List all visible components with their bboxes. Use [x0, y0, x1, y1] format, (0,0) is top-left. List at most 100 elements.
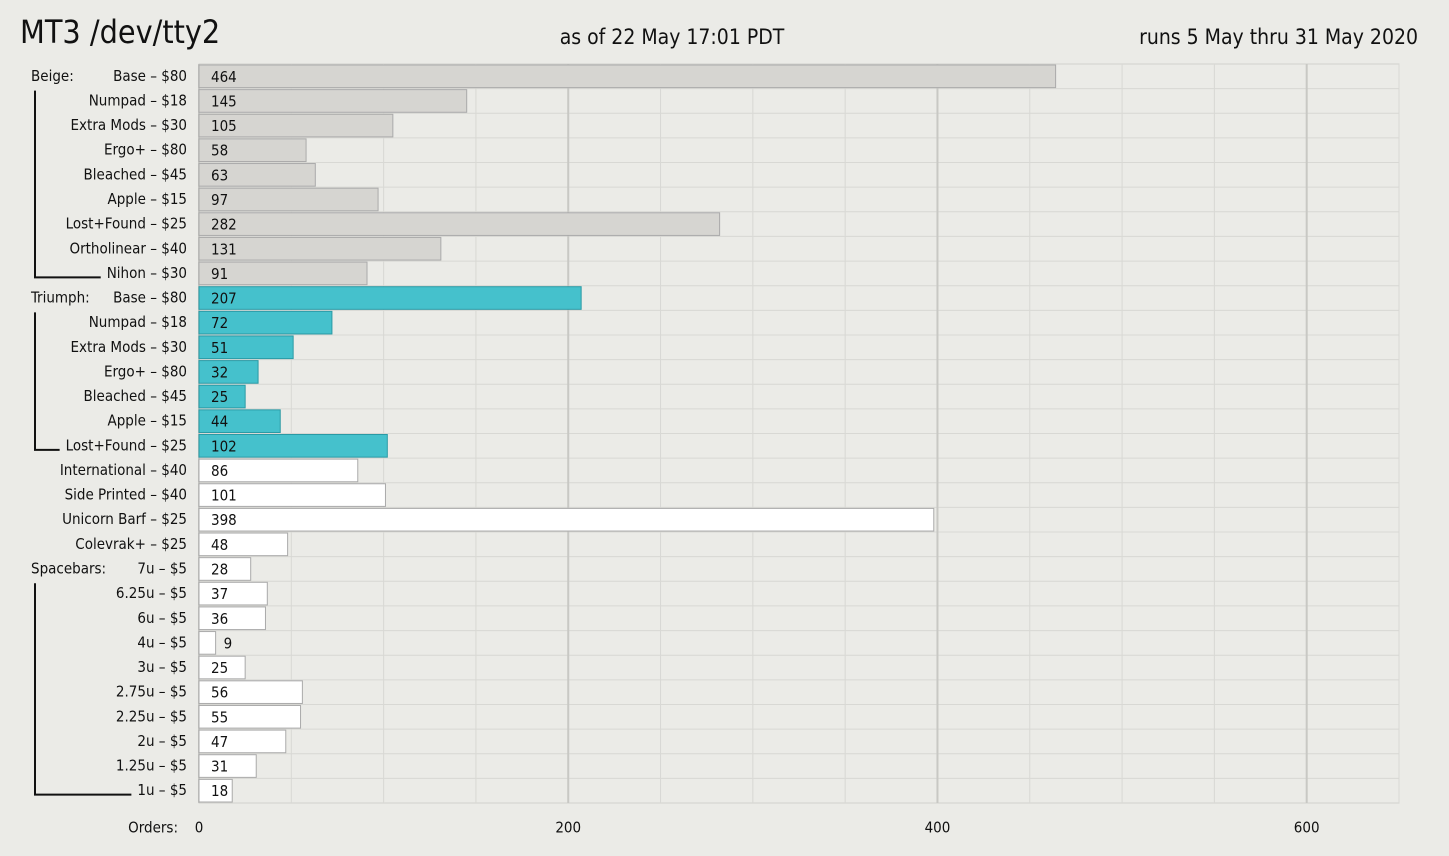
y-tick-label: Extra Mods – $30: [71, 338, 187, 356]
value-label: 105: [211, 117, 237, 135]
y-tick-label: Extra Mods – $30: [71, 116, 187, 134]
bar: [198, 680, 303, 704]
y-tick-label: Ortholinear – $40: [69, 239, 187, 257]
group-bracket: [34, 583, 132, 796]
y-tick-label: Colevrak+ – $25: [75, 535, 187, 553]
bar: [198, 89, 468, 113]
y-tick-label: 2.75u – $5: [116, 683, 187, 701]
x-tick-label: 200: [555, 819, 581, 837]
value-label: 28: [211, 560, 228, 578]
bar: [198, 384, 246, 409]
group-label: Beige:: [31, 67, 74, 85]
bar: [198, 64, 1057, 89]
annotation: runs 5 May thru 31 May 2020: [1139, 25, 1418, 49]
value-label: 86: [211, 462, 228, 480]
y-tick-label: Numpad – $18: [89, 91, 187, 109]
bar: [198, 236, 442, 261]
bar: [198, 138, 307, 163]
y-tick-label: Numpad – $18: [89, 313, 187, 331]
y-tick-label: Base – $80: [113, 67, 187, 85]
y-tick-label: 4u – $5: [137, 633, 187, 651]
y-tick-label: 1.25u – $5: [116, 757, 187, 775]
value-label: 44: [211, 413, 228, 431]
value-label: 101: [211, 487, 237, 505]
x-tick-label: 0: [195, 819, 204, 837]
bar: [198, 409, 281, 434]
bar: [198, 360, 259, 384]
value-label: 145: [211, 92, 237, 110]
value-label: 58: [211, 142, 228, 160]
bar: [198, 704, 302, 729]
value-label: 37: [211, 585, 228, 603]
group-bracket: [34, 90, 101, 279]
y-tick-label: 7u – $5: [137, 559, 187, 577]
value-label: 32: [211, 363, 228, 381]
bar: [198, 212, 721, 236]
value-label: 63: [211, 166, 228, 184]
value-label: 36: [211, 610, 228, 628]
y-tick-label: 3u – $5: [137, 658, 187, 676]
y-tick-label: 6.25u – $5: [116, 584, 187, 602]
value-label: 51: [211, 339, 228, 357]
value-label: 131: [211, 240, 237, 258]
bar: [198, 557, 252, 581]
y-tick-label: Base – $80: [113, 289, 187, 307]
x-tick-label: 600: [1294, 819, 1320, 837]
value-label: 398: [211, 511, 237, 529]
y-tick-label: Bleached – $45: [84, 165, 188, 183]
x-axis-label: Orders:: [128, 819, 178, 837]
value-label: 464: [211, 68, 237, 86]
y-tick-label: Unicorn Barf – $25: [62, 510, 187, 528]
value-label: 9: [224, 634, 233, 652]
y-tick-label: 1u – $5: [137, 781, 187, 799]
y-tick-label: Lost+Found – $25: [66, 436, 187, 454]
bar: [198, 483, 386, 507]
value-label: 31: [211, 758, 228, 776]
bar: [198, 434, 388, 458]
value-label: 48: [211, 536, 228, 554]
y-tick-label: Side Printed – $40: [65, 486, 187, 504]
bar: [198, 532, 289, 557]
value-label: 282: [211, 216, 237, 234]
y-tick-label: Lost+Found – $25: [66, 215, 187, 233]
y-tick-label: Apple – $15: [108, 412, 188, 430]
bar: [198, 113, 394, 138]
y-tick-label: 2.25u – $5: [116, 707, 187, 725]
value-label: 18: [211, 782, 228, 800]
y-tick-label: 6u – $5: [137, 609, 187, 627]
group-bracket: [34, 312, 60, 451]
bar: [198, 655, 246, 680]
y-tick-label: Nihon – $30: [107, 264, 187, 282]
bar: [198, 631, 217, 655]
value-label: 102: [211, 437, 237, 455]
bar: [198, 754, 257, 778]
value-label: 56: [211, 684, 228, 702]
value-label: 91: [211, 265, 228, 283]
bar: [198, 187, 379, 212]
bar: [198, 581, 268, 606]
group-label: Spacebars:: [31, 559, 106, 577]
bar: [198, 778, 233, 803]
x-tick-label: 400: [925, 819, 951, 837]
value-label: 55: [211, 708, 228, 726]
value-label: 25: [211, 659, 228, 677]
bar: [198, 261, 368, 286]
bar: [198, 606, 266, 631]
value-label: 97: [211, 191, 228, 209]
bar: [198, 286, 582, 310]
bar: [198, 163, 316, 187]
bar: [198, 729, 287, 754]
bar: [198, 310, 333, 335]
bar: [198, 458, 359, 483]
value-label: 207: [211, 290, 237, 308]
bar: [198, 335, 294, 360]
value-label: 25: [211, 388, 228, 406]
group-label: Triumph:: [30, 289, 90, 307]
y-tick-label: 2u – $5: [137, 732, 187, 750]
value-label: 72: [211, 314, 228, 332]
y-tick-label: Ergo+ – $80: [104, 141, 187, 159]
y-tick-label: Apple – $15: [108, 190, 188, 208]
chart-subtitle: as of 22 May 17:01 PDT: [560, 25, 785, 49]
y-tick-label: Ergo+ – $80: [104, 362, 187, 380]
